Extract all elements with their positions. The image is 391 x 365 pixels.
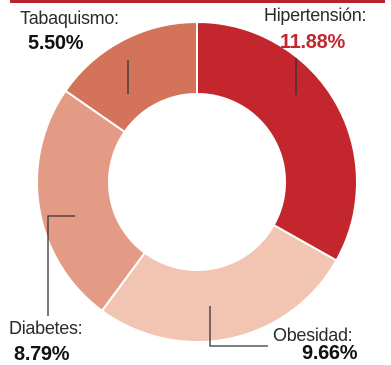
leader-line-obesidad: [209, 306, 268, 347]
label-tabaquismo: Tabaquismo:: [20, 8, 119, 28]
donut-slice-1: [100, 223, 338, 343]
donut-slice-3: [64, 20, 198, 134]
donut-slices: [36, 20, 358, 343]
leader-line-diabetes: [47, 215, 75, 316]
donut-slice-2: [36, 89, 147, 313]
label-obesidad: Obesidad:: [273, 325, 353, 345]
leader-lines: [47, 58, 297, 347]
label-diabetes: Diabetes:: [9, 318, 83, 338]
label-hipertension: Hipertensión:: [264, 5, 367, 25]
value-hipertension: 11.88%: [280, 31, 345, 53]
header-sliver: [10, 0, 385, 3]
value-tabaquismo: 5.50%: [28, 32, 84, 54]
value-obesidad: 9.66%: [302, 342, 358, 364]
donut-slice-0: [196, 20, 358, 262]
value-diabetes: 8.79%: [14, 343, 70, 365]
